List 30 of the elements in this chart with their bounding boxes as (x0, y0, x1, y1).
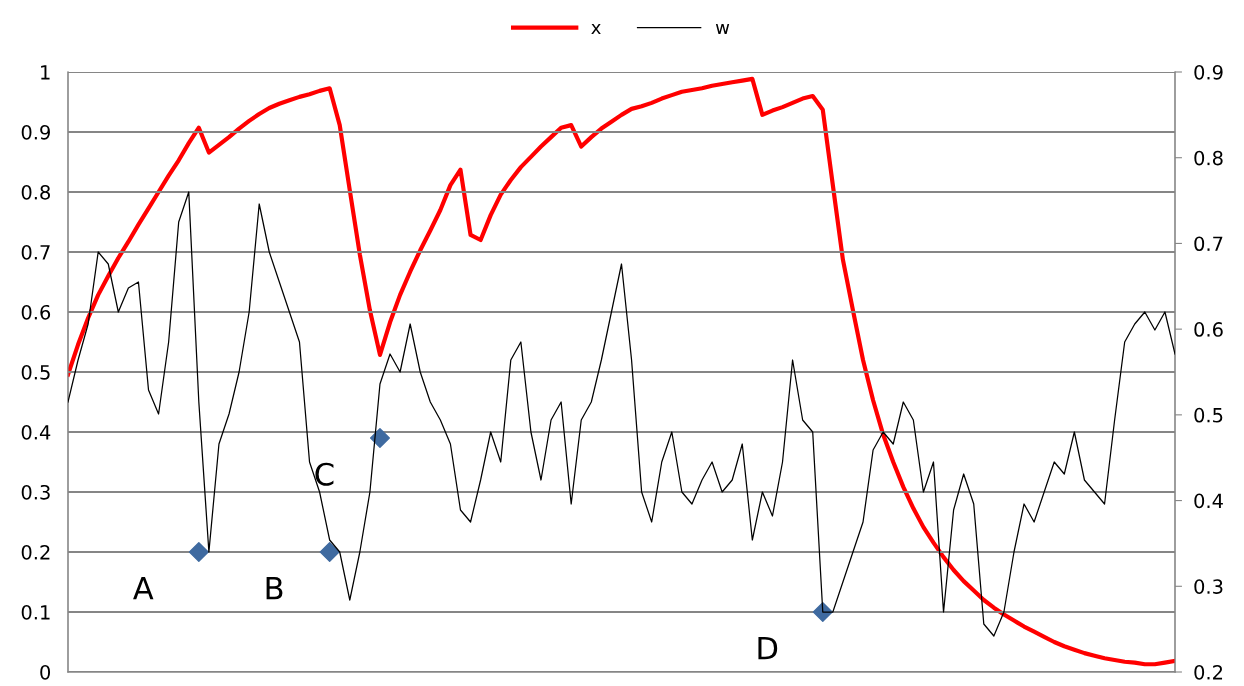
y2-tick-label: 0.2 (1194, 664, 1223, 680)
y2-tick-label: 0.6 (1194, 322, 1223, 337)
y-tick-label: 0.1 (21, 604, 50, 620)
y2-tick-label: 0.9 (1194, 64, 1223, 80)
y-tick-label: 0.6 (21, 304, 51, 320)
y-tick-label: 0.4 (21, 424, 51, 440)
line-series (68, 191, 1175, 637)
data-label: B (266, 577, 283, 600)
y-tick-label: 0.7 (21, 244, 50, 260)
y2-tick-label: 0.5 (1194, 407, 1223, 423)
legend-label: x (591, 24, 601, 34)
point (188, 541, 209, 563)
y-tick-label: 1 (41, 65, 50, 80)
point (319, 541, 340, 563)
point (369, 427, 390, 449)
legend-label: w (715, 24, 730, 34)
y-tick-label: 0.3 (21, 484, 50, 500)
y2-tick-label: 0.4 (1194, 493, 1223, 509)
y-tick-label: 0.8 (21, 184, 50, 200)
y2-tick-label: 0.7 (1194, 236, 1223, 252)
data-label: D (758, 637, 778, 660)
y2-tick-label: 0.8 (1194, 150, 1223, 166)
y-tick-label: 0.2 (21, 544, 50, 560)
data-label: A (133, 577, 154, 600)
y-tick-label: 0.9 (21, 124, 50, 140)
y-tick-label: 0 (40, 664, 51, 680)
y2-tick-label: 0.3 (1194, 579, 1223, 594)
data-label: C (315, 462, 334, 486)
line-series (68, 76, 1175, 667)
y-tick-label: 0.5 (21, 364, 50, 380)
